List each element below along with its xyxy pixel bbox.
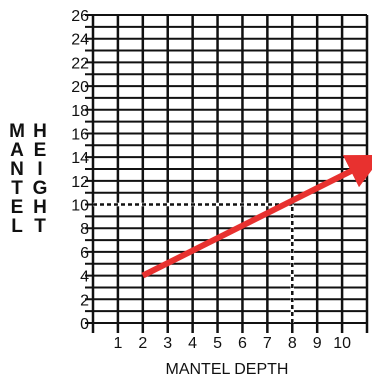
data-series bbox=[141, 155, 372, 279]
x-tick-label: 8 bbox=[288, 335, 297, 352]
x-tick-label: 9 bbox=[313, 335, 322, 352]
y-tick-label: 20 bbox=[71, 79, 89, 96]
y-tick-label: 8 bbox=[80, 221, 89, 238]
y-tick-label: 2 bbox=[80, 292, 89, 309]
y-tick-label: 24 bbox=[71, 32, 89, 49]
x-tick-label: 1 bbox=[113, 335, 122, 352]
y-label-letter: T bbox=[11, 178, 23, 199]
y-tick-label: 22 bbox=[71, 55, 89, 72]
y-tick-label: 18 bbox=[71, 103, 89, 120]
y-label-letter: N bbox=[10, 159, 24, 180]
y-tick-label: 10 bbox=[71, 198, 89, 215]
x-tick-label: 3 bbox=[163, 335, 172, 352]
reference-lines bbox=[93, 202, 295, 323]
y-label-letter: H bbox=[33, 121, 47, 142]
y-label-letter: L bbox=[11, 216, 23, 237]
y-label-letter: M bbox=[9, 121, 25, 142]
y-tick-label: 6 bbox=[80, 245, 89, 262]
y-label-letter: E bbox=[34, 140, 47, 161]
y-axis-label-mantel: MANTEL bbox=[9, 121, 25, 237]
y-label-letter: H bbox=[33, 197, 47, 218]
x-tick-label: 5 bbox=[213, 335, 222, 352]
x-tick-label: 7 bbox=[263, 335, 272, 352]
x-tick-label: 10 bbox=[333, 335, 351, 352]
x-tick-labels: 1 2 3 4 5 6 7 8 9 10 bbox=[113, 335, 351, 352]
y-tick-label: 14 bbox=[71, 150, 89, 167]
y-label-letter: T bbox=[34, 216, 46, 237]
y-tick-label: 12 bbox=[71, 174, 89, 191]
grid-lines bbox=[85, 14, 369, 333]
y-tick-label: 26 bbox=[71, 8, 89, 25]
y-tick-label: 0 bbox=[80, 316, 89, 333]
y-tick-label: 4 bbox=[80, 269, 89, 286]
y-label-letter: I bbox=[37, 159, 42, 180]
y-label-letter: E bbox=[11, 197, 24, 218]
y-label-letter: A bbox=[10, 140, 24, 161]
x-tick-label: 6 bbox=[238, 335, 247, 352]
x-axis-label: MANTEL DEPTH bbox=[166, 361, 289, 378]
y-tick-label: 16 bbox=[71, 126, 89, 143]
y-label-letter: G bbox=[33, 178, 48, 199]
x-tick-label: 4 bbox=[188, 335, 197, 352]
series-line-arrow bbox=[141, 155, 372, 279]
x-tick-label: 2 bbox=[138, 335, 147, 352]
